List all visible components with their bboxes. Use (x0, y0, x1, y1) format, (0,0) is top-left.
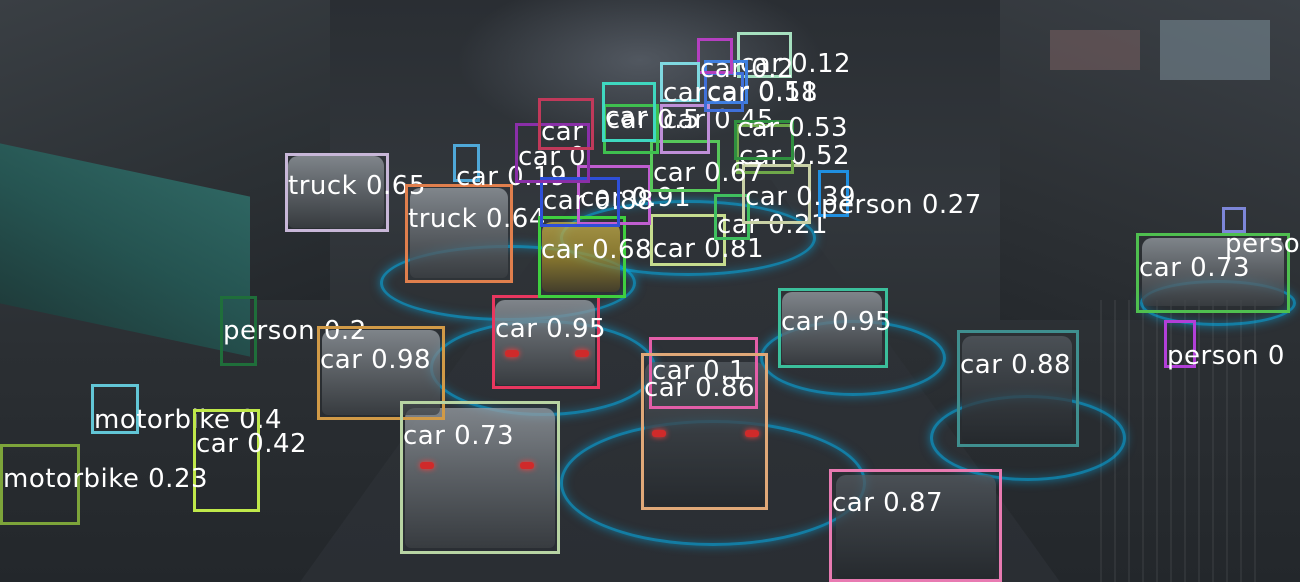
detection-box: person 0 (1164, 320, 1284, 369)
detection-label: car 0.73 (1139, 253, 1251, 283)
detection-label: car (605, 102, 648, 132)
detection-box: car 0.68 (538, 216, 652, 298)
detection-label: car 0.12 (740, 49, 852, 79)
detection-label: truck 0.64 (408, 204, 546, 234)
detection-label: person 0 (1167, 341, 1285, 371)
detection-box: person 0.2 (220, 296, 366, 366)
detection-box: car 0.95 (778, 288, 892, 368)
detection-label: car 0.87 (832, 488, 944, 518)
car-silhouette (495, 300, 595, 385)
sidewalk-railing (1100, 300, 1260, 582)
detection-box: person 0.27 (818, 170, 981, 218)
detection-label: car 0.88 (543, 186, 655, 216)
car-silhouette (782, 292, 882, 364)
detection-label: car 0.1 (652, 356, 747, 386)
detection-box: motorbike 0.4 (91, 384, 282, 434)
detection-label: motorbike 0.23 (3, 464, 209, 494)
detection-box: car 0.88 (957, 330, 1079, 447)
detection-label: car 0.18 (707, 78, 819, 108)
car-silhouette (410, 188, 508, 278)
detection-label: car (541, 117, 584, 147)
detection-label: car (663, 78, 706, 108)
detection-box: car 0.51 (704, 60, 818, 105)
detection-label: car 0.73 (403, 421, 515, 451)
car-silhouette (1142, 238, 1284, 306)
detection-label: car 0.51 (707, 77, 819, 107)
detection-label: car 0.86 (644, 373, 756, 403)
detection-label: car 0.42 (196, 429, 308, 459)
tail-light (520, 462, 534, 469)
detection-label: car 0.88 (960, 350, 1072, 380)
detection-box: car 0.73 (1136, 233, 1290, 313)
detection-label: person 0.2 (223, 316, 367, 346)
detection-label: car 0.98 (320, 345, 432, 375)
detection-label: car 0.81 (653, 234, 765, 264)
detection-box: motorbike 0.23 (0, 444, 208, 525)
right-signboard (1160, 20, 1270, 80)
tail-light (420, 462, 434, 469)
detection-box: car 0.86 (641, 353, 768, 510)
detection-label: car 0.68 (541, 235, 653, 265)
detection-box: car (602, 82, 656, 142)
tail-light (505, 350, 519, 357)
detection-label: person 0.27 (821, 190, 982, 220)
detection-label: car 0.52 (739, 141, 851, 171)
detection-box: truck 0.65 (285, 153, 425, 232)
detection-box: car (660, 62, 705, 106)
car-silhouette (962, 336, 1072, 444)
detection-box: car 0.39 (742, 164, 856, 224)
tail-light (745, 430, 759, 437)
right-signboard-small (1050, 30, 1140, 70)
detection-label: car 0.39 (745, 182, 857, 212)
detection-box: car 0.19 (453, 144, 567, 190)
detection-box: car 0.42 (193, 409, 307, 512)
detection-box: car 0.67 (650, 140, 764, 192)
detection-box: car (538, 98, 594, 150)
detection-label: car 0.5 (606, 105, 701, 135)
detection-box: car 0.2 (697, 38, 794, 82)
detection-box: car 0.98 (317, 326, 445, 420)
detection-label: truck 0.65 (288, 171, 426, 201)
detection-label: car 0.67 (653, 158, 765, 188)
detection-box: car 0.95 (492, 295, 606, 389)
detection-label: car 0.2 (700, 54, 795, 84)
detection-label: person (1225, 229, 1300, 259)
detection-box: car 0.1 (649, 337, 758, 409)
car-silhouette (288, 156, 384, 228)
detection-label: car 0.95 (781, 307, 893, 337)
tail-light (575, 350, 589, 357)
detection-box: car 0.81 (650, 214, 764, 266)
detection-label: car 0.53 (737, 113, 849, 143)
detection-box: car 0.88 (540, 177, 654, 227)
detection-box: car 0.73 (400, 401, 560, 554)
detection-box: car 0.12 (737, 32, 851, 78)
car-silhouette (322, 330, 440, 415)
detection-box: person (1222, 207, 1300, 257)
detection-label: car 0.95 (495, 314, 607, 344)
detection-box: car 0.18 (704, 72, 818, 112)
detection-box: car 0.53 (734, 115, 848, 160)
detection-box: car 0.87 (829, 469, 1002, 582)
tail-light (652, 430, 666, 437)
car-silhouette (836, 475, 996, 580)
detection-box: truck 0.64 (405, 184, 545, 283)
car-silhouette (542, 222, 620, 292)
car-silhouette (405, 408, 555, 548)
